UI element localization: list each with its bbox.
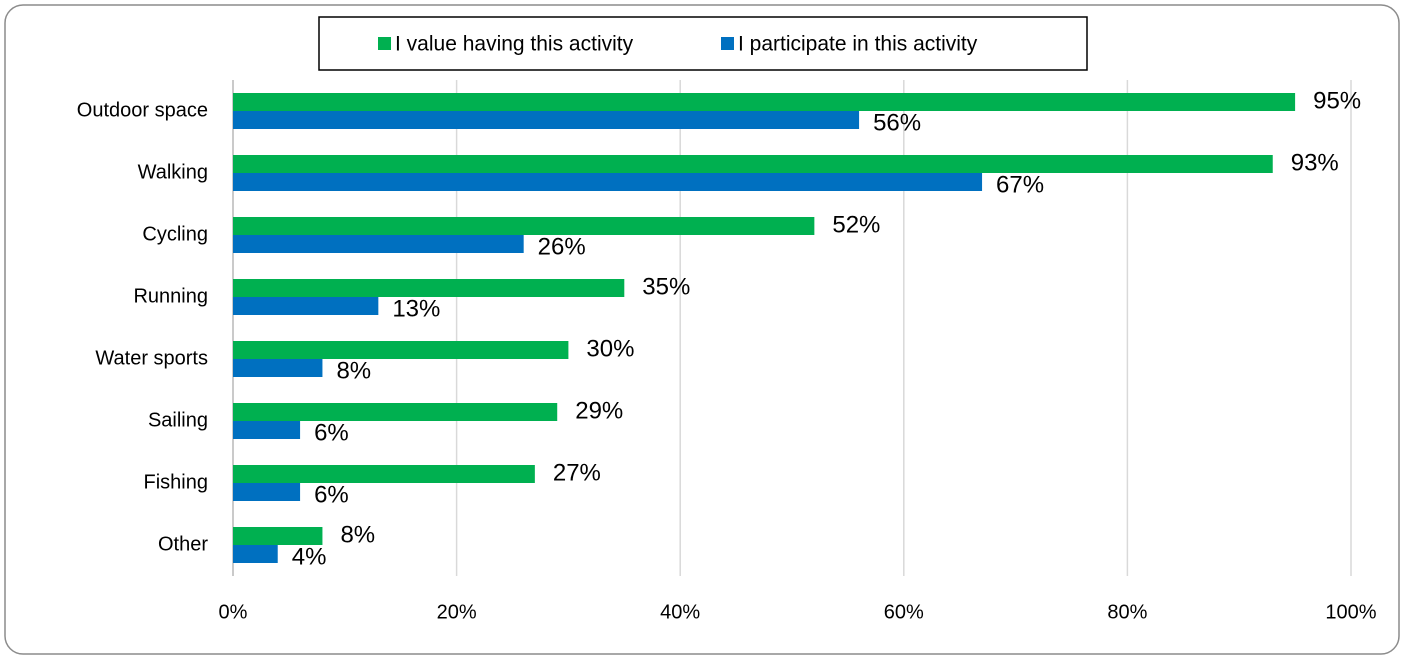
legend-label: I value having this activity xyxy=(395,33,634,56)
value-label: 6% xyxy=(314,419,349,446)
bar xyxy=(233,173,983,191)
y-tick-label: Other xyxy=(158,533,208,555)
y-tick-label: Running xyxy=(133,285,208,307)
legend-label: I participate in this activity xyxy=(738,33,978,56)
y-tick-label: Walking xyxy=(138,161,208,183)
value-label: 8% xyxy=(340,521,375,548)
value-label: 56% xyxy=(873,109,921,136)
bar xyxy=(233,111,860,129)
value-label: 35% xyxy=(642,273,690,300)
x-tick-label: 0% xyxy=(219,601,248,623)
y-tick-label: Water sports xyxy=(95,347,208,369)
bar xyxy=(233,341,569,359)
bar xyxy=(233,421,301,439)
value-label: 30% xyxy=(586,335,634,362)
bar xyxy=(233,155,1273,173)
bar xyxy=(233,297,379,315)
bar xyxy=(233,359,323,377)
bar xyxy=(233,93,1296,111)
value-label: 67% xyxy=(996,171,1044,198)
bar xyxy=(233,279,625,297)
bar xyxy=(233,545,278,563)
value-label: 4% xyxy=(292,543,327,570)
legend-swatch xyxy=(378,37,391,50)
value-label: 26% xyxy=(538,233,586,260)
legend-swatch xyxy=(721,37,734,50)
value-label: 27% xyxy=(553,459,601,486)
x-tick-label: 80% xyxy=(1107,601,1147,623)
value-label: 93% xyxy=(1291,149,1339,176)
legend xyxy=(318,16,1088,71)
x-tick-label: 60% xyxy=(884,601,924,623)
y-tick-label: Cycling xyxy=(142,223,208,245)
bar xyxy=(233,235,524,253)
value-label: 95% xyxy=(1313,87,1361,114)
value-label: 52% xyxy=(832,211,880,238)
x-tick-label: 40% xyxy=(660,601,700,623)
bar xyxy=(233,465,535,483)
bar xyxy=(233,403,558,421)
y-tick-label: Fishing xyxy=(144,471,208,493)
value-label: 13% xyxy=(392,295,440,322)
y-tick-label: Outdoor space xyxy=(77,99,208,121)
value-label: 6% xyxy=(314,481,349,508)
x-tick-label: 100% xyxy=(1325,601,1376,623)
value-label: 8% xyxy=(336,357,371,384)
bar xyxy=(233,483,301,501)
bar xyxy=(233,217,815,235)
x-tick-label: 20% xyxy=(437,601,477,623)
y-tick-label: Sailing xyxy=(148,409,208,431)
value-label: 29% xyxy=(575,397,623,424)
bar xyxy=(233,527,323,545)
